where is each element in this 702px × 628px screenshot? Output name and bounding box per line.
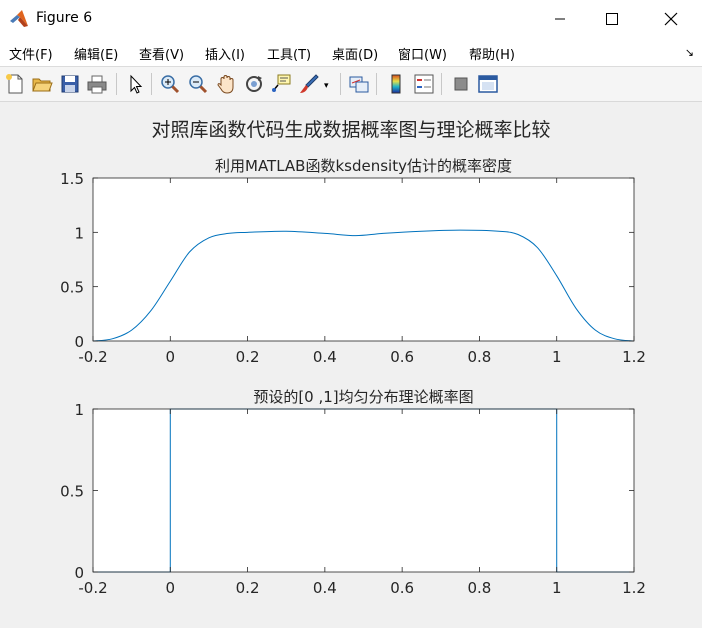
- y-tick-label: 1.5: [60, 170, 84, 188]
- brush-dropdown-arrow[interactable]: ▾: [324, 81, 329, 91]
- axes-box: [92, 177, 635, 342]
- maximize-icon: [606, 13, 618, 25]
- menu-help[interactable]: 帮助(H): [469, 48, 515, 63]
- menu-tools[interactable]: 工具(T): [267, 48, 312, 63]
- colorbar-icon[interactable]: [385, 73, 407, 95]
- toolbar-separator: [340, 73, 341, 95]
- show-plot-tools-icon[interactable]: [477, 73, 499, 95]
- pan-icon[interactable]: [215, 73, 237, 95]
- y-tick-label: 1: [74, 224, 84, 242]
- pointer-icon[interactable]: [124, 73, 146, 95]
- new-figure-icon[interactable]: [4, 73, 26, 95]
- zoom-in-icon[interactable]: [159, 73, 181, 95]
- y-tick-label: 0.5: [60, 279, 84, 297]
- brush-icon[interactable]: [298, 73, 320, 95]
- figure-suptitle: 对照库函数代码生成数据概率图与理论概率比较: [151, 119, 550, 141]
- window-titlebar: Figure 6: [0, 0, 702, 38]
- plot-area: [93, 178, 634, 341]
- rotate-3d-icon[interactable]: [243, 73, 265, 95]
- figure-toolbar: ▾: [0, 66, 702, 102]
- axes-ksdensity[interactable]: -0.2 0 0.2 0.4 0.6 0.8 1 1.200.511.5利用MATLAB函数k…: [60, 157, 646, 366]
- menu-edit[interactable]: 编辑(E): [74, 48, 119, 63]
- series-line: [92, 229, 635, 342]
- x-tick-label: 0.4: [313, 348, 337, 366]
- open-file-icon[interactable]: [31, 73, 53, 95]
- y-tick-label: 1: [74, 401, 84, 419]
- menu-desktop[interactable]: 桌面(D): [332, 48, 379, 63]
- menu-window[interactable]: 窗口(W): [398, 48, 447, 63]
- x-tick-label: 0.6: [390, 579, 414, 597]
- print-icon[interactable]: [86, 73, 108, 95]
- hide-plot-tools-icon[interactable]: [450, 73, 472, 95]
- data-cursor-icon[interactable]: [270, 73, 292, 95]
- figure-canvas: 对照库函数代码生成数据概率图与理论概率比较 -0.2 0 0.2 0.4 0.6 0.8 1…: [60, 119, 646, 597]
- plot-area: [93, 409, 634, 572]
- legend-icon[interactable]: [413, 73, 435, 95]
- toolbar-separator: [116, 73, 117, 95]
- menu-overflow-arrow[interactable]: ↘: [684, 46, 694, 59]
- minimize-icon: [555, 18, 565, 20]
- x-tick-label: 0.4: [313, 579, 337, 597]
- x-tick-label: 0.8: [467, 579, 491, 597]
- x-tick-label: -0.2: [78, 579, 107, 597]
- toolbar-separator: [376, 73, 377, 95]
- x-tick-label: 1.2: [622, 348, 646, 366]
- x-tick-label: 0.8: [467, 348, 491, 366]
- x-tick-label: 0.2: [236, 348, 260, 366]
- y-tick-label: 0: [74, 333, 84, 351]
- x-tick-label: 0.2: [236, 579, 260, 597]
- window-title: Figure 6: [36, 10, 93, 26]
- maximize-button[interactable]: [586, 0, 638, 38]
- axes-title: 预设的[0 ,1]均匀分布理论概率图: [253, 388, 473, 406]
- axes-title: 利用MATLAB函数ksdensity估计的概率密度: [215, 157, 512, 175]
- menu-bar: 文件(F) 编辑(E) 查看(V) 插入(I) 工具(T) 桌面(D) 窗口(W…: [0, 38, 702, 66]
- save-icon[interactable]: [59, 73, 81, 95]
- menu-insert[interactable]: 插入(I): [205, 48, 245, 63]
- menu-file[interactable]: 文件(F): [9, 48, 53, 63]
- x-tick-label: 0.6: [390, 348, 414, 366]
- menu-view[interactable]: 查看(V): [139, 48, 185, 63]
- x-tick-label: 0: [166, 579, 176, 597]
- link-plot-icon[interactable]: [348, 73, 370, 95]
- zoom-out-icon[interactable]: [187, 73, 209, 95]
- x-tick-label: 1.2: [622, 579, 646, 597]
- close-icon: [664, 12, 678, 26]
- toolbar-separator: [441, 73, 442, 95]
- minimize-button[interactable]: [534, 0, 586, 38]
- y-tick-label: 0.5: [60, 483, 84, 501]
- y-tick-label: 0: [74, 564, 84, 582]
- x-tick-label: 1: [552, 348, 562, 366]
- x-tick-label: 1: [552, 579, 562, 597]
- matlab-logo-icon: [10, 10, 28, 27]
- toolbar-separator: [151, 73, 152, 95]
- close-button[interactable]: [645, 0, 697, 38]
- x-tick-label: 0: [166, 348, 176, 366]
- x-tick-label: -0.2: [78, 348, 107, 366]
